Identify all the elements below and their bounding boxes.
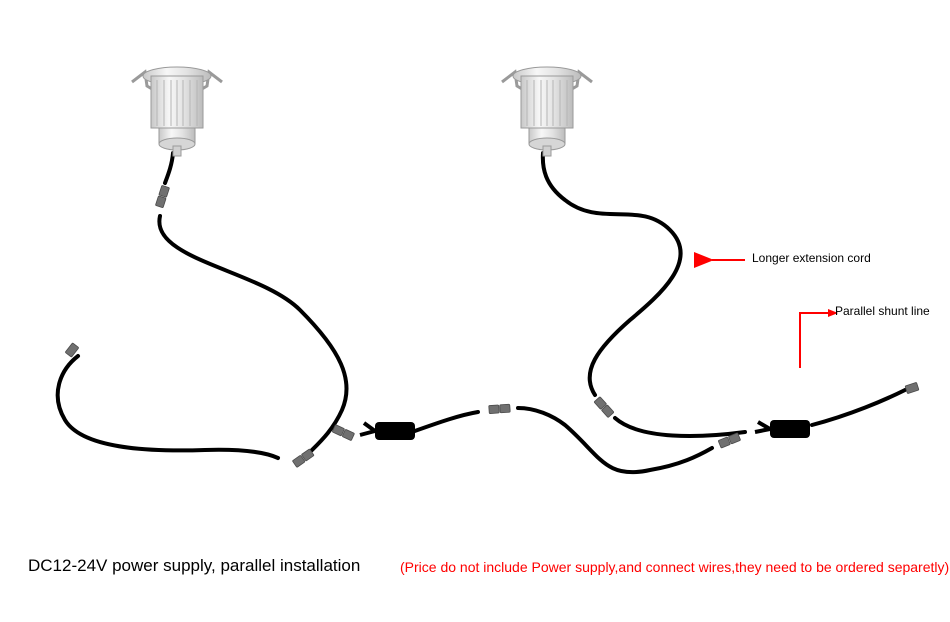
spotlight-right [502, 67, 592, 156]
splitter-blocks [360, 420, 810, 440]
arrow-shunt-line [800, 313, 828, 368]
label-extension-cord: Longer extension cord [752, 251, 871, 265]
splitter-1 [375, 422, 415, 440]
diagram-stage [0, 0, 950, 622]
annotation-arrows [712, 260, 838, 368]
label-shunt-line: Parallel shunt line [835, 304, 930, 318]
splitter-2 [770, 420, 810, 438]
caption-note: (Price do not include Power supply,and c… [400, 559, 949, 575]
caption-main: DC12-24V power supply, parallel installa… [28, 556, 360, 576]
spotlight-left [132, 67, 222, 156]
wiring-svg [0, 0, 950, 622]
